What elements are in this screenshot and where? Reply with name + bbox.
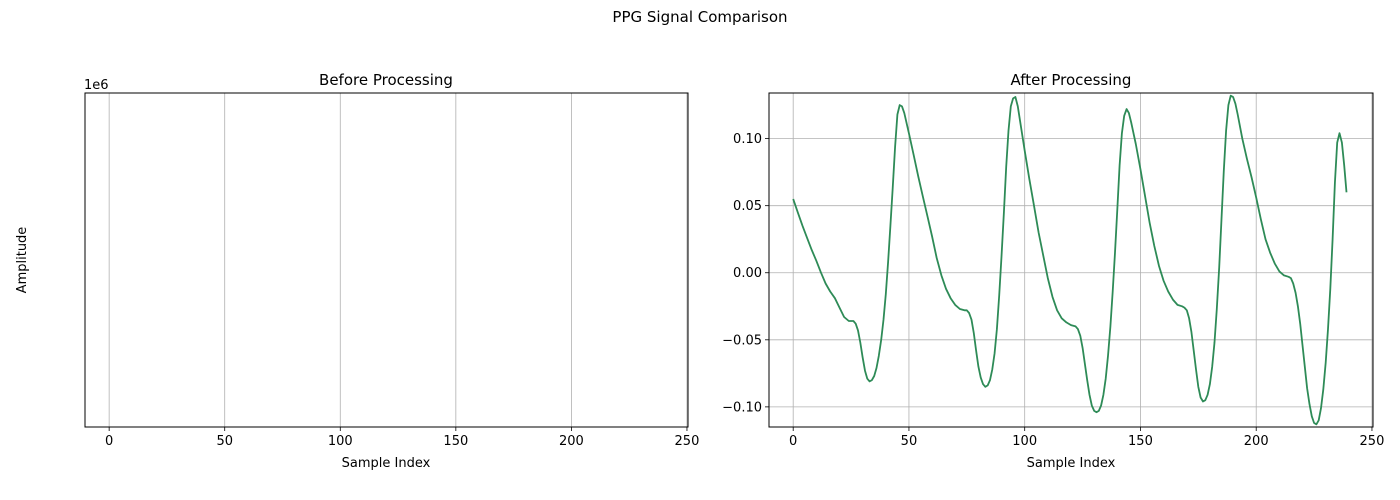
chart-before-processing: Before Processing 1e6 Sample Index Ampli… bbox=[15, 71, 700, 471]
chart-after-processing: After Processing Sample Index 0 50 100 150 2… bbox=[722, 71, 1384, 471]
y-tick-label: −0.05 bbox=[722, 333, 762, 348]
x-tick-label: 200 bbox=[1244, 434, 1269, 449]
x-tick-label: 100 bbox=[1012, 434, 1037, 449]
x-axis-label-before: Sample Index bbox=[342, 456, 431, 471]
chart-title-after: After Processing bbox=[1011, 71, 1132, 89]
grid-after bbox=[769, 93, 1373, 427]
x-tick-label: 0 bbox=[789, 434, 797, 449]
y-tick-label: 0.05 bbox=[733, 199, 762, 214]
series-after bbox=[792, 94, 1348, 426]
x-tick-label: 250 bbox=[675, 434, 700, 449]
x-axis-label-after: Sample Index bbox=[1027, 456, 1116, 471]
plot-frame-after bbox=[768, 92, 1374, 428]
x-tick-label: 150 bbox=[443, 434, 468, 449]
series-line-after bbox=[792, 94, 1348, 426]
x-tick-label: 50 bbox=[216, 434, 233, 449]
x-tick-label: 0 bbox=[105, 434, 113, 449]
x-tick-label: 100 bbox=[328, 434, 353, 449]
y-axis-label-before: Amplitude bbox=[15, 227, 30, 294]
plot-frame-before bbox=[84, 92, 689, 428]
x-tick-label: 150 bbox=[1128, 434, 1153, 449]
y-tick-label: 0.10 bbox=[733, 132, 762, 147]
chart-title-before: Before Processing bbox=[319, 71, 453, 89]
y-tick-label: 0.00 bbox=[733, 266, 762, 281]
x-tick-label: 50 bbox=[901, 434, 918, 449]
y-tick-label: −0.10 bbox=[722, 400, 762, 415]
figure-title: PPG Signal Comparison bbox=[612, 8, 787, 26]
x-tick-label: 250 bbox=[1360, 434, 1385, 449]
ticks-after: 0 50 100 150 200 250 −0.10 −0.05 0.00 0.05 0.10 bbox=[722, 132, 1384, 449]
ticks-before: 0501001502002509.7549.7569.7589.7609.762… bbox=[105, 427, 700, 449]
x-tick-label: 200 bbox=[559, 434, 584, 449]
grid-before bbox=[108, 93, 688, 427]
y-offset-label-before: 1e6 bbox=[84, 78, 109, 93]
